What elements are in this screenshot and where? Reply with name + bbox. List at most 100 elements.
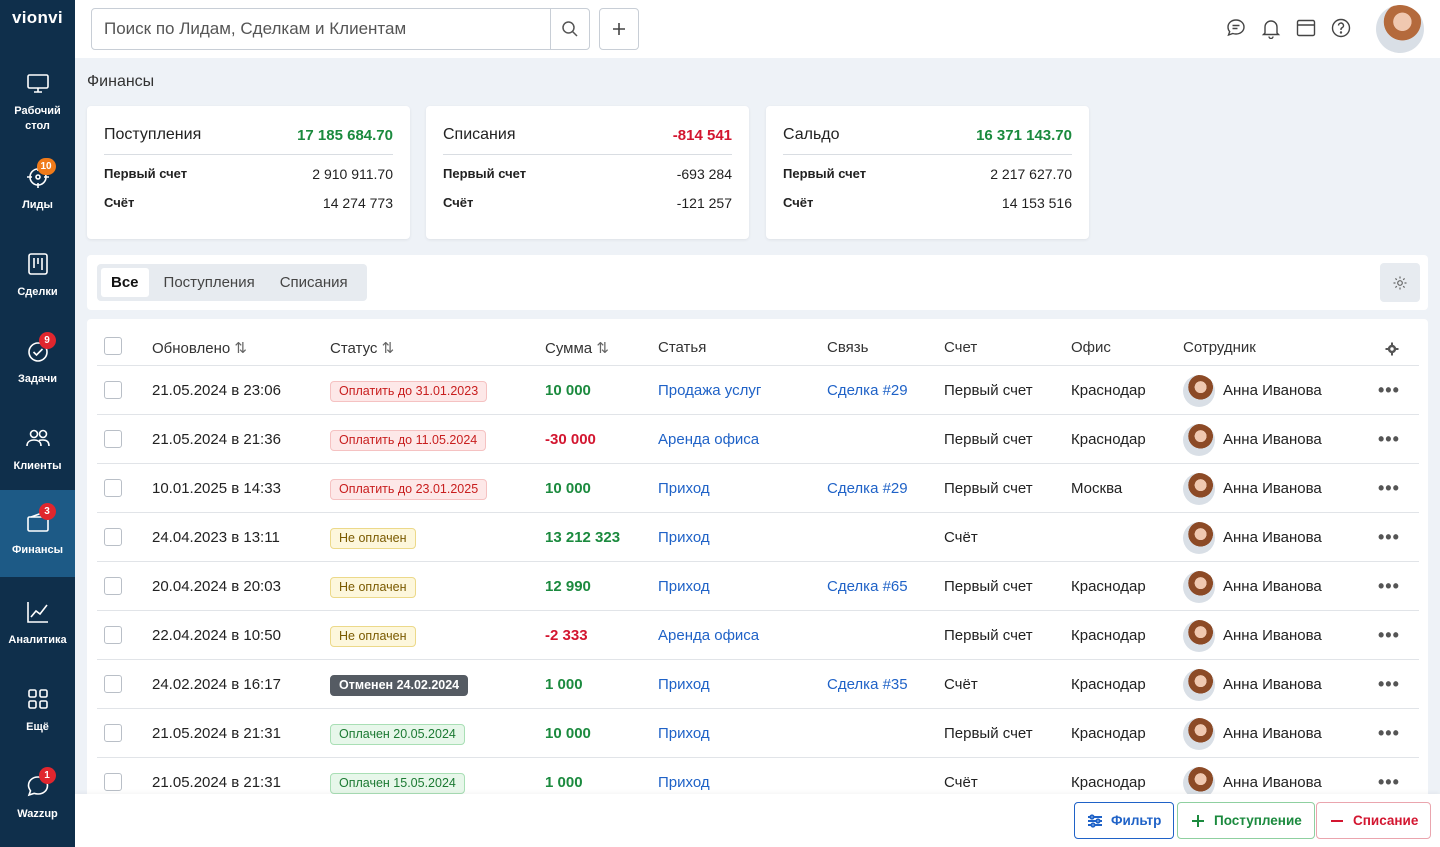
avatar	[1183, 473, 1215, 506]
settings-button[interactable]	[1380, 263, 1420, 302]
cell-deal-link[interactable]: Сделка #29	[827, 480, 908, 497]
tab-all[interactable]: Все	[101, 268, 149, 297]
table-row[interactable]: 21.05.2024 в 21:31 Оплачен 15.05.2024 1 00…	[97, 757, 1419, 794]
add-income-button[interactable]: Поступление	[1177, 802, 1315, 839]
cell-article-link[interactable]: Аренда офиса	[658, 627, 760, 644]
table-row[interactable]: 24.04.2023 в 13:11 Не оплачен 13 212 323 Пр…	[97, 512, 1419, 561]
row-menu-button[interactable]: •••	[1378, 478, 1400, 498]
add-expense-button[interactable]: Списание	[1316, 802, 1432, 839]
search-button[interactable]	[550, 8, 590, 50]
add-button[interactable]	[599, 8, 639, 50]
column-settings-icon[interactable]	[1385, 342, 1399, 359]
column-header-employee: Сотрудник	[1183, 339, 1256, 356]
sort-icon[interactable]: ⇅	[381, 340, 395, 357]
employee-name: Анна Иванова	[1223, 627, 1322, 644]
row-menu-button[interactable]: •••	[1378, 674, 1400, 694]
row-checkbox[interactable]	[104, 675, 122, 693]
cell-account: Счёт	[944, 529, 978, 546]
cell-article-link[interactable]: Приход	[658, 676, 710, 693]
avatar	[1183, 571, 1215, 604]
column-header-status[interactable]: Статус ⇅	[330, 339, 394, 357]
row-menu-button[interactable]: •••	[1378, 527, 1400, 547]
row-checkbox[interactable]	[104, 479, 122, 497]
cell-article-link[interactable]: Приход	[658, 774, 710, 791]
cell-employee: Анна Иванова	[1183, 611, 1322, 660]
chat-bubble-icon: 1	[25, 767, 56, 799]
cell-deal-link[interactable]: Сделка #29	[827, 382, 908, 399]
row-checkbox[interactable]	[104, 381, 122, 399]
cell-status: Оплатить до 31.01.2023	[330, 366, 488, 415]
cell-employee: Анна Иванова	[1183, 513, 1322, 562]
filter-button[interactable]: Фильтр	[1074, 802, 1175, 839]
table-row[interactable]: 20.04.2024 в 20:03 Не оплачен 12 990 Приход…	[97, 561, 1419, 610]
kanban-icon	[25, 251, 51, 277]
column-header-updated[interactable]: Обновлено ⇅	[152, 339, 247, 357]
sidebar-item-leads[interactable]: 10 Лиды	[0, 145, 75, 232]
table-row[interactable]: 24.02.2024 в 16:17 Отменен 24.02.2024 1 00…	[97, 659, 1419, 708]
card-divider	[104, 154, 393, 155]
cell-deal-link[interactable]: Сделка #35	[827, 676, 908, 693]
sidebar-item-analytics[interactable]: Аналитика	[0, 580, 75, 667]
messages-icon[interactable]	[1225, 17, 1249, 41]
cell-article-link[interactable]: Приход	[658, 725, 710, 742]
cell-article-link[interactable]: Аренда офиса	[658, 431, 760, 448]
status-badge: Отменен 24.02.2024	[330, 674, 469, 696]
table-row[interactable]: 21.05.2024 в 21:31 Оплачен 20.05.2024 10 0…	[97, 708, 1419, 757]
row-checkbox[interactable]	[104, 773, 122, 791]
cell-office: Краснодар	[1071, 725, 1146, 742]
cell-status: Оплатить до 23.01.2025	[330, 464, 488, 513]
row-checkbox[interactable]	[104, 626, 122, 644]
cell-article-link[interactable]: Продажа услуг	[658, 382, 762, 399]
row-menu-button[interactable]: •••	[1378, 429, 1400, 449]
table-row[interactable]: 21.05.2024 в 21:36 Оплатить до 11.05.2024…	[97, 414, 1419, 463]
card-row-value: 14 274 773	[322, 195, 393, 211]
row-menu-button[interactable]: •••	[1378, 723, 1400, 743]
sort-icon[interactable]: ⇅	[234, 340, 247, 357]
column-header-label: Статус	[330, 340, 378, 357]
row-checkbox[interactable]	[104, 528, 122, 546]
cell-deal-link[interactable]: Сделка #65	[827, 578, 908, 595]
sidebar-item-label: Wazzup	[17, 808, 58, 820]
employee-name: Анна Иванова	[1223, 725, 1322, 742]
row-menu-button[interactable]: •••	[1378, 380, 1400, 400]
table-row[interactable]: 22.04.2024 в 10:50 Не оплачен -2 333 Аренда…	[97, 610, 1419, 659]
row-menu-button[interactable]: •••	[1378, 772, 1400, 792]
row-checkbox[interactable]	[104, 430, 122, 448]
select-all-checkbox[interactable]	[104, 337, 122, 355]
calendar-icon[interactable]	[1295, 17, 1319, 41]
app-logo[interactable]: vionvi	[12, 8, 63, 27]
search-input[interactable]: Поиск по Лидам, Сделкам и Клиентам	[91, 8, 551, 50]
cell-article-link[interactable]: Приход	[658, 480, 710, 497]
tab-income[interactable]: Поступления	[163, 274, 255, 291]
row-checkbox[interactable]	[104, 577, 122, 595]
column-header-amount[interactable]: Сумма ⇅	[545, 339, 609, 357]
sidebar-item-desktop[interactable]: Рабочий стол	[0, 58, 75, 145]
card-row-label: Счёт	[783, 195, 814, 210]
cell-amount: 1 000	[545, 676, 583, 693]
cell-employee: Анна Иванова	[1183, 464, 1322, 513]
sidebar-item-tasks[interactable]: 9 Задачи	[0, 319, 75, 406]
column-header-label: Сумма	[545, 340, 593, 357]
sidebar-item-more[interactable]: Ещё	[0, 667, 75, 754]
row-menu-button[interactable]: •••	[1378, 625, 1400, 645]
tab-expense[interactable]: Списания	[279, 274, 348, 291]
monitor-icon	[25, 70, 51, 96]
cell-employee: Анна Иванова	[1183, 660, 1322, 709]
row-menu-button[interactable]: •••	[1378, 576, 1400, 596]
help-icon[interactable]	[1330, 17, 1354, 41]
sidebar-item-finances[interactable]: 3 Финансы	[0, 490, 75, 577]
table-row[interactable]: 10.01.2025 в 14:33 Оплатить до 23.01.2025…	[97, 463, 1419, 512]
sidebar-item-clients[interactable]: Клиенты	[0, 406, 75, 493]
bell-icon[interactable]	[1260, 17, 1284, 41]
user-avatar[interactable]	[1376, 5, 1424, 53]
cell-article-link[interactable]: Приход	[658, 529, 710, 546]
cell-office: Краснодар	[1071, 431, 1146, 448]
cell-article-link[interactable]: Приход	[658, 578, 710, 595]
sidebar-item-wazzup[interactable]: 1 Wazzup	[0, 754, 75, 841]
table-row[interactable]: 21.05.2024 в 23:06 Оплатить до 31.01.2023…	[97, 365, 1419, 414]
cell-status: Оплачен 15.05.2024	[330, 758, 465, 794]
row-checkbox[interactable]	[104, 724, 122, 742]
sidebar-item-deals[interactable]: Сделки	[0, 232, 75, 319]
card-title: Поступления	[104, 126, 202, 143]
sort-icon[interactable]: ⇅	[596, 340, 609, 357]
